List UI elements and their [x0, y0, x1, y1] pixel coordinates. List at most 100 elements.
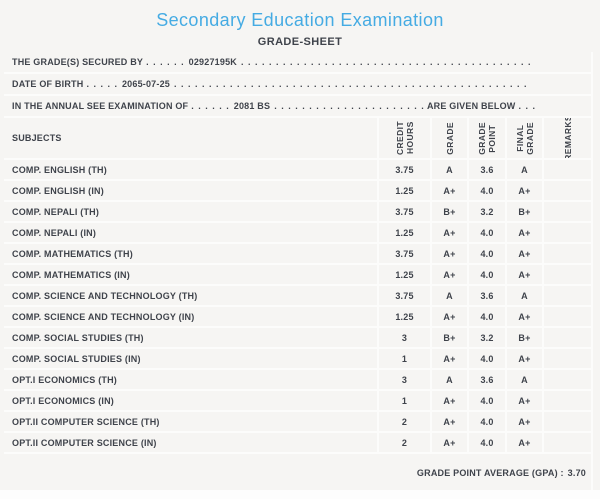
credit-hours-cell: 2 [377, 433, 430, 452]
subject-cell: COMP. SOCIAL STUDIES (TH) [12, 332, 144, 343]
table-row: COMP. MATHEMATICS (TH) 3.75 A+ 4.0 A+ [4, 244, 591, 265]
table-row: OPT.I ECONOMICS (TH) 3 A 3.6 A [4, 370, 591, 391]
table-row: COMP. SCIENCE AND TECHNOLOGY (IN) 1.25 A… [4, 307, 591, 328]
remarks-column-header: REMARKS [542, 118, 591, 158]
grade-point-cell: 3.6 [467, 370, 505, 389]
subject-cell: OPT.II COMPUTER SCIENCE (IN) [12, 437, 157, 448]
subjects-column-header: SUBJECTS [12, 133, 62, 143]
page-subtitle: GRADE-SHEET [257, 36, 343, 48]
remarks-cell [542, 265, 591, 284]
subject-cell: COMP. NEPALI (IN) [12, 227, 97, 238]
credit-hours-cell: 3.75 [377, 160, 430, 179]
grade-point-cell: 4.0 [467, 412, 505, 431]
subject-cell: COMP. MATHEMATICS (IN) [12, 269, 130, 280]
remarks-cell [542, 349, 591, 368]
grade-point-cell: 3.2 [467, 202, 505, 221]
final-grade-cell: A [505, 286, 542, 305]
subject-cell: COMP. NEPALI (TH) [12, 206, 100, 217]
subject-cell: COMP. ENGLISH (TH) [12, 164, 107, 175]
grade-point-cell: 4.0 [467, 265, 505, 284]
remarks-cell [542, 412, 591, 431]
grade-cell: A+ [430, 412, 467, 431]
grade-point-cell: 3.6 [467, 160, 505, 179]
info-suffix: ARE GIVEN BELOW [426, 101, 516, 111]
final-grade-cell: A+ [505, 265, 542, 284]
grade-point-cell: 4.0 [467, 307, 505, 326]
subject-cell: COMP. MATHEMATICS (TH) [12, 248, 133, 259]
date-of-birth-value: 2065-07-25 [121, 79, 170, 89]
grade-cell: A [430, 160, 467, 179]
table-row: COMP. SOCIAL STUDIES (TH) 3 B+ 3.2 B+ [4, 328, 591, 349]
remarks-cell [542, 307, 591, 326]
dotted-filler: . . . [518, 101, 536, 111]
grade-cell: A+ [430, 265, 467, 284]
exam-year-value: 2081 BS [233, 101, 271, 111]
grade-point-cell: 4.0 [467, 349, 505, 368]
grade-cell: A+ [430, 433, 467, 452]
grade-point-cell: 4.0 [467, 433, 505, 452]
grade-point-cell: 4.0 [467, 391, 505, 410]
info-label: IN THE ANNUAL SEE EXAMINATION OF [12, 101, 189, 111]
credit-hours-cell: 3 [377, 328, 430, 347]
credit-hours-cell: 1 [377, 391, 430, 410]
final-grade-cell: B+ [505, 202, 542, 221]
info-line: DATE OF BIRTH . . . . . 2065-07-25 . . .… [4, 79, 528, 89]
credit-hours-column-header: CREDIT HOURS [377, 118, 430, 158]
grade-point-cell: 4.0 [467, 223, 505, 242]
credit-hours-cell: 2 [377, 412, 430, 431]
dotted-filler: . . . . . . [191, 101, 230, 111]
subject-cell: OPT.I ECONOMICS (IN) [12, 395, 115, 406]
subject-cell: COMP. ENGLISH (IN) [12, 185, 104, 196]
final-grade-cell: A+ [505, 412, 542, 431]
grade-point-column-header: GRADE POINT [467, 118, 505, 158]
table-row: OPT.I ECONOMICS (IN) 1 A+ 4.0 A+ [4, 391, 591, 412]
grade-cell: A+ [430, 349, 467, 368]
grade-cell: A+ [430, 244, 467, 263]
grade-point-cell: 4.0 [467, 244, 505, 263]
grade-cell: A [430, 286, 467, 305]
subject-cell: COMP. SCIENCE AND TECHNOLOGY (TH) [12, 290, 198, 301]
remarks-cell [542, 223, 591, 242]
table-row: OPT.II COMPUTER SCIENCE (TH) 2 A+ 4.0 A+ [4, 412, 591, 433]
final-grade-cell: A+ [505, 244, 542, 263]
remarks-cell [542, 286, 591, 305]
page-header: Secondary Education Examination GRADE-SH… [0, 0, 600, 48]
grade-cell: A+ [430, 223, 467, 242]
final-grade-cell: A+ [505, 181, 542, 200]
final-grade-cell: B+ [505, 328, 542, 347]
table-row: COMP. NEPALI (IN) 1.25 A+ 4.0 A+ [4, 223, 591, 244]
remarks-cell [542, 370, 591, 389]
grade-point-cell: 4.0 [467, 181, 505, 200]
credit-hours-cell: 1.25 [377, 223, 430, 242]
gpa-value: 3.70 [567, 468, 586, 478]
grade-cell: B+ [430, 328, 467, 347]
grade-cell: A+ [430, 307, 467, 326]
credit-hours-cell: 1.25 [377, 307, 430, 326]
info-line: IN THE ANNUAL SEE EXAMINATION OF . . . .… [4, 101, 536, 111]
final-grade-cell: A+ [505, 391, 542, 410]
info-label: DATE OF BIRTH [12, 79, 84, 89]
table-row: COMP. ENGLISH (TH) 3.75 A 3.6 A [4, 160, 591, 181]
credit-hours-cell: 3.75 [377, 244, 430, 263]
final-grade-cell: A [505, 370, 542, 389]
credit-hours-cell: 3.75 [377, 286, 430, 305]
info-line: THE GRADE(S) SECURED BY . . . . . . 0292… [4, 57, 535, 67]
dotted-filler: . . . . . [86, 79, 118, 89]
info-line-secured-by: THE GRADE(S) SECURED BY . . . . . . 0292… [4, 52, 591, 74]
final-grade-cell: A+ [505, 223, 542, 242]
subject-cell: COMP. SOCIAL STUDIES (IN) [12, 353, 141, 364]
remarks-cell [542, 160, 591, 179]
final-grade-cell: A+ [505, 349, 542, 368]
symbol-number-value: 02927195K [188, 57, 237, 67]
table-row: COMP. SOCIAL STUDIES (IN) 1 A+ 4.0 A+ [4, 349, 591, 370]
grade-cell: B+ [430, 202, 467, 221]
credit-hours-cell: 1.25 [377, 265, 430, 284]
dotted-filler: . . . . . . . . . . . . . . . . . . . . … [274, 101, 424, 111]
candidate-info-section: THE GRADE(S) SECURED BY . . . . . . 0292… [4, 52, 591, 118]
credit-hours-cell: 1.25 [377, 181, 430, 200]
final-grade-cell: A [505, 160, 542, 179]
grade-point-cell: 3.6 [467, 286, 505, 305]
final-grade-cell: A+ [505, 307, 542, 326]
table-body: COMP. ENGLISH (TH) 3.75 A 3.6 A COMP. EN… [4, 160, 591, 454]
